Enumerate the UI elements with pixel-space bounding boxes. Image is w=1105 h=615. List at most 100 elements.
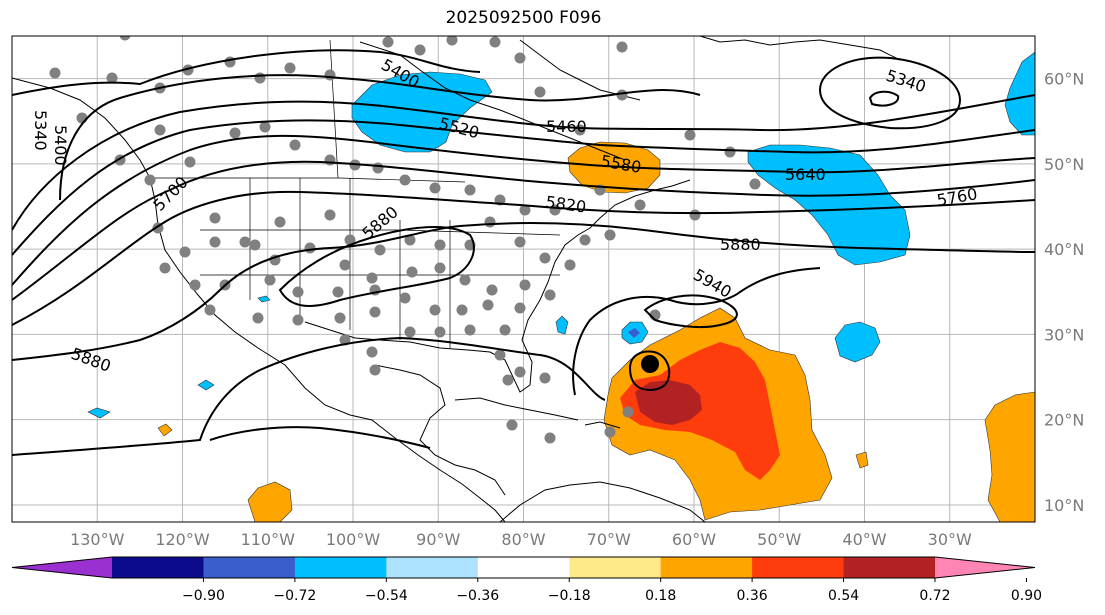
- gray-dot-icon: [119, 36, 131, 41]
- gray-dot-icon: [339, 259, 351, 271]
- gray-dot-icon: [209, 236, 221, 248]
- gray-dot-icon: [489, 36, 501, 48]
- gray-dot-icon: [634, 199, 646, 211]
- gray-dot-icon: [519, 204, 531, 216]
- coastlines: [12, 36, 901, 522]
- gray-dot-icon: [514, 236, 526, 248]
- gray-dot-icon: [264, 274, 276, 286]
- map-frame: [11, 35, 1036, 523]
- colorbar-bin: [660, 557, 753, 578]
- gray-dot-icon: [484, 216, 496, 228]
- gray-dot-icon: [224, 56, 236, 68]
- gray-dot-icon: [749, 178, 761, 190]
- gray-dot-icon: [429, 304, 441, 316]
- colorbar-tick-label: 0.36: [737, 588, 768, 604]
- gray-dot-icon: [544, 432, 556, 444]
- gray-dot-icon: [616, 89, 628, 101]
- latitude-tick-label: 40°N: [1044, 240, 1084, 259]
- gray-dot-icon: [324, 154, 336, 166]
- gray-dot-icon: [399, 174, 411, 186]
- gray-dot-icon: [324, 69, 336, 81]
- longitude-tick-label: 50°W: [757, 530, 801, 549]
- gray-dot-icon: [616, 41, 628, 53]
- gray-dot-icon: [446, 36, 458, 46]
- gray-dot-icon: [429, 182, 441, 194]
- gray-dot-icon: [494, 349, 506, 361]
- latitude-tick-label: 50°N: [1044, 155, 1084, 174]
- gray-dot-icon: [324, 209, 336, 221]
- gray-dot-icon: [292, 286, 304, 298]
- colorbar-outline: [11, 556, 1036, 579]
- longitude-tick-label: 90°W: [416, 530, 460, 549]
- colorbar-tick-label: 0.72: [919, 588, 950, 604]
- gray-dot-icon: [482, 299, 494, 311]
- gray-dot-icon: [724, 146, 736, 158]
- longitude-tick-labels: 130°W 120°W 110°W 100°W 90°W 80°W 70°W 60°W 50°W…: [70, 530, 972, 549]
- colorbar-tick-label: −0.72: [273, 588, 316, 604]
- colorbar-bin: [752, 557, 845, 578]
- contour-label: 5340: [31, 110, 50, 151]
- gray-dot-icon: [464, 184, 476, 196]
- colorbar-bin: [569, 557, 662, 578]
- gray-dot-icon: [274, 216, 286, 228]
- gray-dot-icon: [486, 284, 498, 296]
- gray-dot-icon: [399, 292, 411, 304]
- gray-dot-icon: [514, 302, 526, 314]
- gray-dot-icon: [684, 129, 696, 141]
- gray-dot-icon: [366, 346, 378, 358]
- gray-dot-icon: [259, 121, 271, 133]
- gray-dot-icon: [144, 174, 156, 186]
- warm-anomaly-east: [984, 391, 1035, 522]
- colorbar-bin: [477, 557, 570, 578]
- black-dot-icon: [641, 355, 659, 373]
- contour-label: 5880: [720, 235, 761, 254]
- gray-dot-icon: [332, 286, 344, 298]
- cold-anomaly-labrador: [1004, 51, 1035, 136]
- longitude-tick-label: 40°W: [842, 530, 886, 549]
- gray-dot-icon: [382, 36, 394, 48]
- gray-dot-icon: [514, 52, 526, 64]
- gray-dot-icon: [502, 374, 514, 386]
- latitude-tick-label: 20°N: [1044, 411, 1084, 430]
- longitude-tick-label: 30°W: [928, 530, 972, 549]
- gray-dot-icon: [406, 266, 418, 278]
- height-contours: [12, 49, 1035, 456]
- colorbar: −0.90 −0.72 −0.54 −0.36 −0.18 0.18 0.36 0.54 0.7…: [11, 556, 1042, 604]
- gray-dot-icon: [252, 312, 264, 324]
- gray-dot-icon: [239, 236, 251, 248]
- longitude-tick-label: 130°W: [70, 530, 125, 549]
- longitude-tick-label: 120°W: [155, 530, 210, 549]
- colorbar-tick-label: −0.54: [365, 588, 408, 604]
- gray-dot-icon: [459, 274, 471, 286]
- gray-dot-icon: [369, 306, 381, 318]
- gray-dot-icon: [334, 312, 346, 324]
- longitude-tick-label: 70°W: [587, 530, 631, 549]
- gray-dot-icon: [456, 304, 468, 316]
- cold-anomaly-north-atlantic: [747, 144, 911, 266]
- colorbar-extension-low: [12, 557, 112, 578]
- colorbar-bin: [203, 557, 296, 578]
- gray-dot-icon: [519, 279, 531, 291]
- latitude-tick-labels: 10°N 20°N 30°N 40°N 50°N 60°N: [1044, 70, 1084, 515]
- contour-label: 5460: [546, 117, 587, 136]
- colorbar-tick-label: 0.90: [1011, 588, 1042, 604]
- map-title: 2025092500 F096: [445, 8, 602, 28]
- gray-dot-icon: [539, 252, 551, 264]
- gray-dot-icon: [539, 372, 551, 384]
- gray-dot-icon: [154, 124, 166, 136]
- gray-dot-icon: [604, 426, 616, 438]
- contour-label: 5640: [785, 165, 826, 184]
- gray-dot-icon: [506, 419, 518, 431]
- peak-anomaly-atlantic: [635, 380, 702, 425]
- colorbar-bin: [112, 557, 204, 578]
- colorbar-tick-label: 0.54: [828, 588, 859, 604]
- gray-dot-icon: [689, 209, 701, 221]
- gray-dot-icon: [106, 72, 118, 84]
- gray-dot-icon: [366, 272, 378, 284]
- colorbar-bin: [386, 557, 479, 578]
- gray-dot-icon: [404, 326, 416, 338]
- gray-dot-icon: [434, 262, 446, 274]
- gray-dot-icon: [564, 259, 576, 271]
- longitude-tick-label: 80°W: [501, 530, 545, 549]
- gray-dot-icon: [284, 62, 296, 74]
